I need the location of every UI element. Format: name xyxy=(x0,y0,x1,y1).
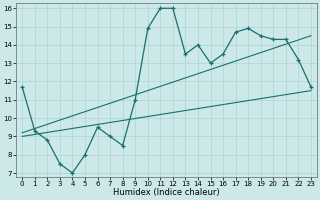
X-axis label: Humidex (Indice chaleur): Humidex (Indice chaleur) xyxy=(113,188,220,197)
